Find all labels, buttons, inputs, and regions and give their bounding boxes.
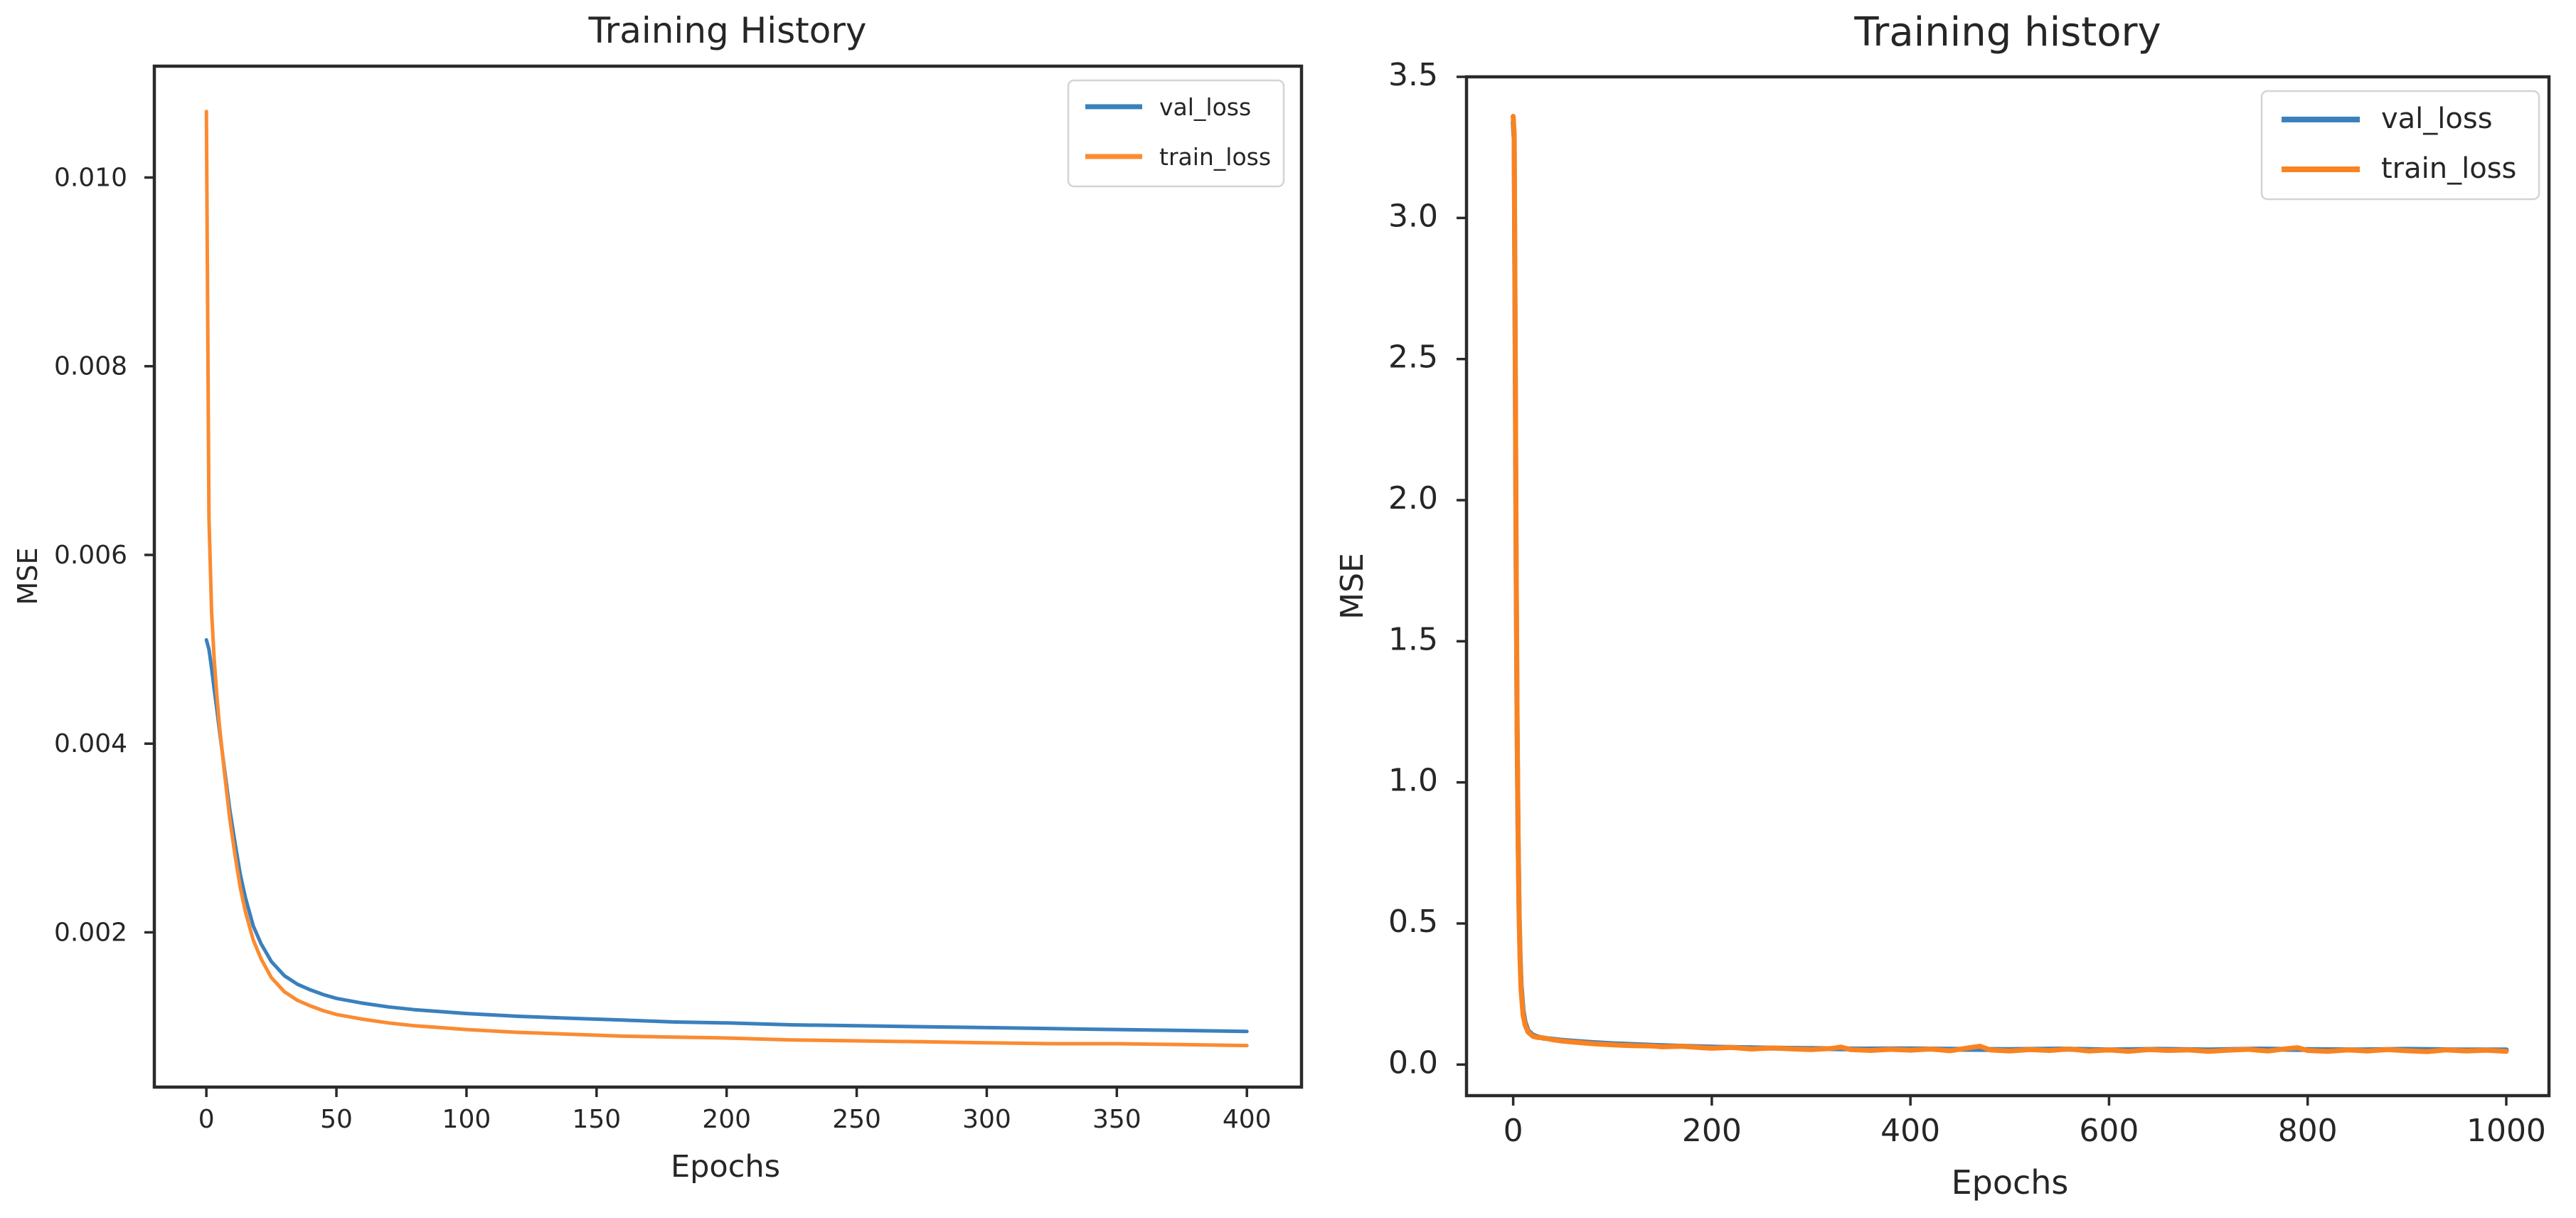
y-tick-label: 2.0: [1388, 480, 1438, 517]
x-tick-label: 300: [962, 1105, 1011, 1134]
x-axis: 0 50 100 150 200 250 300 350 400: [198, 1087, 1272, 1134]
x-tick-label: 400: [1223, 1105, 1272, 1134]
x-axis: 0 200 400 600 800 1000: [1503, 1096, 2546, 1149]
left-chart-xlabel: Epochs: [671, 1149, 780, 1185]
x-tick-label: 200: [1682, 1113, 1742, 1149]
x-tick-label: 400: [1880, 1113, 1940, 1149]
series-train_loss: [204, 110, 1249, 1048]
x-tick-label: 0: [1503, 1113, 1523, 1149]
y-tick-label: 1.0: [1388, 763, 1438, 799]
series-val_loss: [204, 637, 1249, 1034]
legend-label-val_loss: val_loss: [1159, 93, 1251, 121]
y-axis: 0.0 0.5 1.0 1.5 2.0 2.5 3.0 3.5: [1388, 57, 1467, 1081]
axes-spines: [152, 64, 1304, 1089]
legend: val_loss train_loss: [2260, 90, 2540, 201]
y-tick-label: 0.5: [1388, 904, 1438, 940]
y-tick-label: 2.5: [1388, 339, 1438, 376]
x-tick-label: 800: [2278, 1113, 2338, 1149]
right-chart-ylabel: MSE: [1334, 553, 1371, 620]
legend-label-train_loss: train_loss: [1159, 143, 1271, 171]
series-val_loss: [1511, 120, 2509, 1053]
x-tick-label: 600: [2079, 1113, 2139, 1149]
right-chart-xlabel: Epochs: [1952, 1163, 2069, 1202]
y-tick-label: 0.0: [1388, 1044, 1438, 1081]
x-tick-label: 150: [572, 1105, 621, 1134]
x-tick-label: 50: [320, 1105, 353, 1134]
y-tick-label: 0.002: [54, 918, 127, 947]
right-chart: Training history Epochs MSE 0 200 400 600 80…: [1334, 9, 2551, 1202]
left-chart-ylabel: MSE: [12, 548, 43, 605]
y-tick-label: 3.5: [1388, 57, 1438, 93]
legend-label-val_loss: val_loss: [2381, 102, 2493, 135]
y-tick-label: 0.008: [54, 352, 127, 381]
x-tick-label: 200: [702, 1105, 751, 1134]
y-tick-label: 0.004: [54, 729, 127, 758]
right-chart-plot-area: 0 200 400 600 800 1000 0.0 0.5 1.0 1.5 2.0 2.5 3.0 3.…: [1388, 57, 2551, 1149]
legend: val_loss train_loss: [1067, 79, 1285, 188]
y-axis: 0.002 0.004 0.006 0.008 0.010: [54, 163, 154, 947]
y-tick-label: 0.006: [54, 541, 127, 570]
y-tick-label: 3.0: [1388, 198, 1438, 234]
y-tick-label: 1.5: [1388, 621, 1438, 657]
left-chart-title: Training History: [587, 10, 866, 51]
series-train_loss: [1511, 114, 2509, 1054]
left-chart-plot-area: 0 50 100 150 200 250 300 350 4000.0020.0040.0060…: [54, 64, 1304, 1134]
x-tick-label: 350: [1092, 1105, 1141, 1134]
x-tick-label: 0: [198, 1105, 215, 1134]
x-tick-label: 100: [442, 1105, 491, 1134]
y-tick-label: 0.010: [54, 163, 127, 192]
x-tick-label: 1000: [2466, 1113, 2546, 1149]
x-tick-label: 250: [832, 1105, 881, 1134]
legend-label-train_loss: train_loss: [2381, 152, 2516, 185]
axes-spines: [1464, 75, 2551, 1098]
right-chart-title: Training history: [1853, 9, 2161, 55]
left-chart: Training History Epochs MSE 0 50 100 150 200…: [12, 10, 1304, 1185]
